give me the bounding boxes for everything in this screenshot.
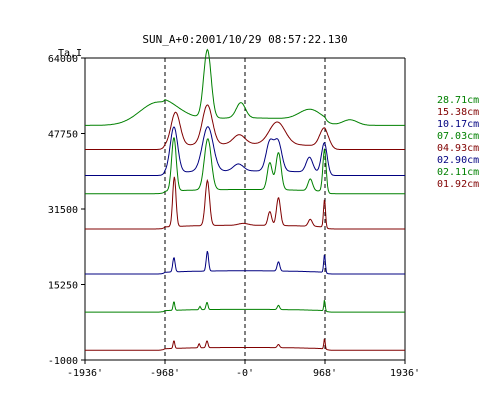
legend-entry-5: 02.90cm bbox=[437, 155, 479, 166]
legend-entry-1: 15.38cm bbox=[437, 107, 479, 118]
series-line-1 bbox=[85, 104, 405, 150]
legend-entry-6: 02.11cm bbox=[437, 167, 479, 178]
x-tick-label-0: -1936' bbox=[67, 368, 103, 379]
series-line-2 bbox=[85, 126, 405, 176]
y-axis-ticks: 64000 47750 31500 15250 -1000 bbox=[48, 54, 85, 367]
y-tick-label-0: 64000 bbox=[48, 54, 78, 65]
x-axis-ticks: -1936' -968' -0' 968' 1936' bbox=[67, 360, 420, 379]
legend: 28.71cm15.38cm10.17cm07.03cm04.93cm02.90… bbox=[437, 95, 479, 190]
x-tick-label-1: -968' bbox=[150, 368, 180, 379]
y-tick-label-3: 15250 bbox=[48, 281, 78, 292]
series-line-7 bbox=[85, 338, 405, 351]
series-line-0 bbox=[85, 48, 405, 126]
series-lines bbox=[85, 48, 405, 351]
legend-entry-0: 28.71cm bbox=[437, 95, 479, 106]
y-tick-label-2: 31500 bbox=[48, 205, 78, 216]
chart-title: SUN_A+0:2001/10/29 08:57:22.130 bbox=[142, 33, 347, 46]
y-tick-label-4: -1000 bbox=[48, 356, 78, 367]
limb-guides bbox=[164, 58, 326, 360]
legend-entry-7: 01.92cm bbox=[437, 179, 479, 190]
series-line-5 bbox=[85, 250, 405, 275]
x-tick-label-4: 1936' bbox=[390, 368, 420, 379]
x-tick-label-2: -0' bbox=[236, 368, 254, 379]
y-tick-label-1: 47750 bbox=[48, 130, 78, 141]
series-line-4 bbox=[85, 176, 405, 230]
legend-entry-4: 04.93cm bbox=[437, 143, 479, 154]
x-tick-label-3: 968' bbox=[313, 368, 337, 379]
series-line-3 bbox=[85, 137, 405, 195]
legend-entry-3: 07.03cm bbox=[437, 131, 479, 142]
series-line-6 bbox=[85, 300, 405, 313]
legend-entry-2: 10.17cm bbox=[437, 119, 479, 130]
y-axis-label: Ta,I bbox=[58, 48, 82, 59]
